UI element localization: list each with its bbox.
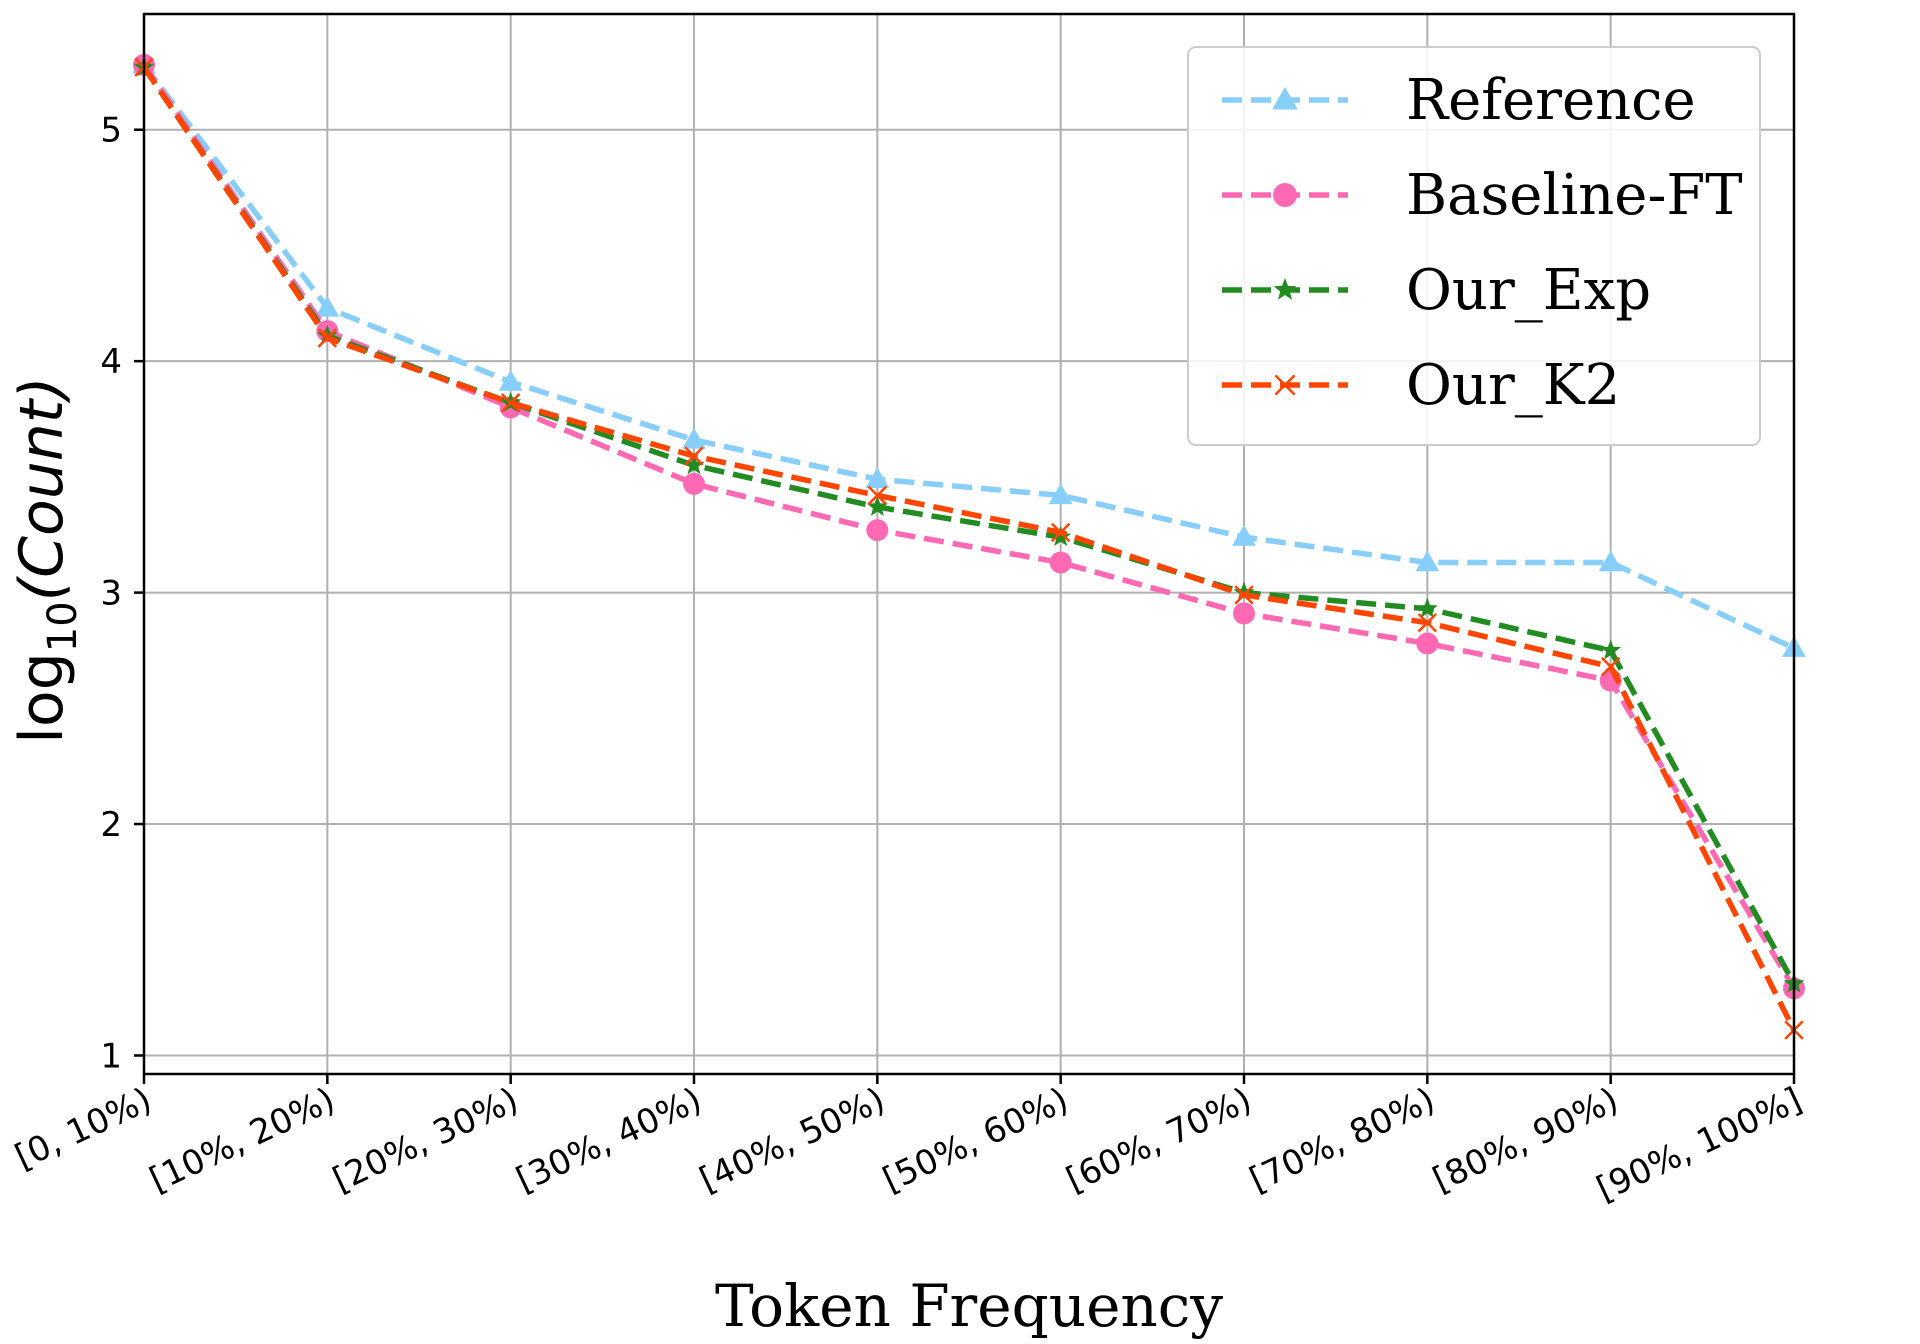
triangle-marker: [1048, 483, 1073, 505]
circle-marker: [1273, 183, 1297, 207]
plot-frame: [142, 12, 1796, 1076]
legend-label: Reference: [1406, 68, 1696, 133]
star-marker: [1273, 278, 1297, 300]
legend: Reference Baseline-FT Our_Exp Our_K2: [1187, 46, 1761, 446]
series-line: [141, 65, 1797, 1032]
legend-label: Our_K2: [1406, 353, 1620, 418]
legend-item: Reference: [1222, 68, 1696, 133]
x-tick-label: [30%, 40%): [510, 1080, 708, 1200]
y-axis-title: log10(Count): [7, 376, 86, 743]
legend-item: Baseline-FT: [1222, 163, 1743, 228]
circle-marker: [1049, 551, 1072, 574]
triangle-marker: [865, 467, 890, 488]
x-axis-title: Token Frequency: [715, 1272, 1223, 1340]
x-tick-label: [10%, 20%): [144, 1080, 342, 1200]
x-tick-label: [70%, 80%): [1244, 1080, 1442, 1200]
triangle-marker: [1272, 86, 1298, 110]
y-tick-label: 2: [100, 805, 122, 845]
circle-marker: [866, 519, 889, 542]
x-marker: [1050, 522, 1071, 543]
y-axis-title-argument: (Count): [7, 376, 77, 601]
y-axis-title-log: log: [7, 652, 77, 743]
triangle-marker: [1415, 550, 1440, 572]
star-marker: [1233, 581, 1255, 602]
triangle-marker: [682, 427, 706, 449]
x-marker: [867, 485, 888, 506]
star-marker: [1416, 597, 1438, 618]
x-marker: [1417, 613, 1438, 633]
x-marker: [684, 446, 704, 466]
star-marker: [1050, 526, 1072, 546]
series-layer: [132, 52, 1806, 1040]
x-tick-label: [40%, 50%): [694, 1080, 892, 1200]
y-tick-label: 4: [100, 342, 122, 382]
circle-marker: [1233, 602, 1255, 625]
legend-item: Our_Exp: [1222, 258, 1651, 323]
x-axis: [0, 10%)[10%, 20%)[20%, 30%)[30%, 40%)[4…: [9, 1074, 1808, 1210]
triangle-marker: [315, 295, 340, 317]
series-line: [141, 63, 1796, 651]
y-axis: 1 2 3 4 5: [100, 111, 144, 1076]
x-tick-label: [60%, 70%): [1060, 1080, 1258, 1200]
star-marker: [1600, 639, 1622, 660]
x-tick-label: [20%, 30%): [327, 1080, 525, 1200]
circle-marker: [683, 472, 705, 495]
x-tick-label: [50%, 60%): [877, 1080, 1075, 1200]
circle-marker: [1416, 632, 1439, 655]
y-tick-label: 3: [100, 574, 122, 614]
x-marker: [500, 393, 521, 413]
x-marker: [1274, 374, 1296, 396]
legend-label: Baseline-FT: [1406, 163, 1743, 228]
legend-item: Our_K2: [1222, 353, 1620, 418]
star-marker: [683, 454, 705, 475]
x-tick-label: [90%, 100%]: [1591, 1080, 1808, 1210]
y-tick-label: 1: [100, 1036, 122, 1076]
y-axis-title-subscript: 10: [40, 601, 86, 652]
triangle-marker: [1232, 525, 1256, 546]
legend-box: [1187, 46, 1761, 446]
x-marker: [317, 328, 338, 348]
x-tick-label: [0, 10%): [9, 1080, 158, 1178]
triangle-marker: [1598, 550, 1623, 572]
x-marker: [1600, 656, 1621, 677]
triangle-marker: [498, 369, 523, 391]
x-marker: [1234, 585, 1254, 605]
star-marker: [866, 495, 888, 516]
y-tick-label: 5: [100, 111, 122, 151]
legend-label: Our_Exp: [1406, 258, 1651, 323]
